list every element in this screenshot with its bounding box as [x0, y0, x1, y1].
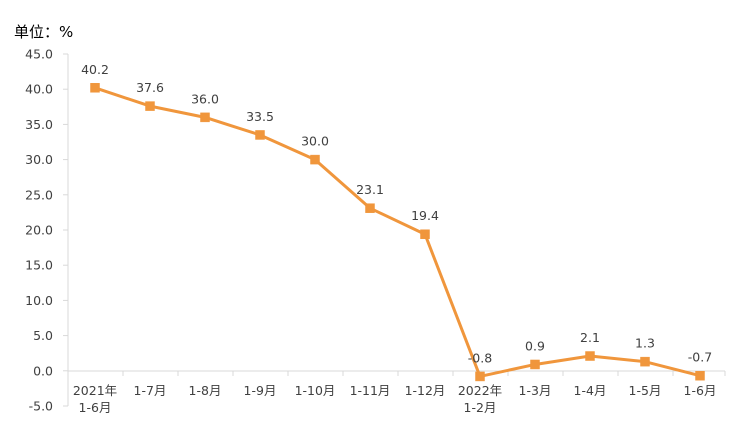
x-axis: 2021年 1-6月 1-7月 1-8月 1-9月 1-10月 1-11月 1-12月 2022…: [67, 370, 726, 415]
series-point: [310, 154, 320, 165]
data-label: -0.7: [688, 350, 712, 365]
y-tick-label: 25.0: [25, 187, 53, 202]
data-label: 19.4: [411, 208, 439, 223]
data-label: 2.1: [580, 330, 600, 345]
series-point: [145, 101, 155, 111]
series-point: [255, 130, 265, 140]
x-category-label: 1-3月: [519, 383, 552, 398]
series-point: [420, 229, 430, 239]
y-tick-label: 10.0: [25, 293, 53, 308]
x-category-label: 1-9月: [244, 383, 277, 398]
x-category-label: 1-11月: [350, 383, 391, 398]
y-tick-label: 45.0: [25, 47, 53, 62]
series-point: [585, 351, 595, 361]
data-label: 1.3: [635, 336, 655, 351]
series-point: [640, 356, 650, 367]
data-label: -0.8: [468, 350, 492, 365]
x-category-label: 1-5月: [629, 383, 662, 398]
x-category-label: 1-7月: [134, 383, 167, 398]
data-label: 37.6: [136, 80, 164, 95]
x-category-label: 2022年 1-2月: [458, 383, 502, 415]
y-tick-label: 30.0: [25, 152, 53, 167]
data-label: 23.1: [356, 182, 384, 197]
x-category-label: 1-6月: [684, 383, 717, 398]
series-point: [695, 370, 705, 381]
x-category-label: 1-4月: [574, 383, 607, 398]
y-tick-label: 15.0: [25, 258, 53, 273]
data-labels: 40.2 37.6 36.0 33.5 30.0 23.1 19.4 -0.8 0.9 2.1 1.…: [81, 62, 712, 366]
y-tick-label: 5.0: [33, 328, 53, 343]
series-point: [475, 371, 485, 382]
series-line: [94, 86, 701, 378]
y-tick-label: -5.0: [29, 399, 53, 414]
y-tick-label: 40.0: [25, 82, 53, 97]
y-tick-label: 0.0: [33, 363, 53, 378]
series-point: [530, 359, 540, 370]
data-label: 30.0: [301, 134, 329, 149]
series-point: [200, 112, 210, 123]
x-category-label: 1-10月: [295, 383, 336, 398]
data-label: 0.9: [525, 338, 545, 353]
unit-label: 单位：%: [14, 23, 73, 41]
series-group: [90, 83, 705, 382]
y-tick-label: 35.0: [25, 117, 53, 132]
y-axis: 45.0 40.0 35.0 30.0 25.0 20.0 15.0 10.0 5.0 0.0 -5…: [25, 47, 69, 414]
series-point: [90, 83, 100, 93]
data-label: 36.0: [191, 91, 219, 106]
data-label: 40.2: [81, 62, 109, 77]
x-category-label: 1-12月: [405, 383, 446, 398]
data-label: 33.5: [246, 109, 274, 124]
x-category-label: 1-8月: [189, 383, 222, 398]
y-tick-label: 20.0: [25, 223, 53, 238]
series-point: [365, 203, 375, 213]
x-category-label: 2021年 1-6月: [73, 383, 117, 415]
